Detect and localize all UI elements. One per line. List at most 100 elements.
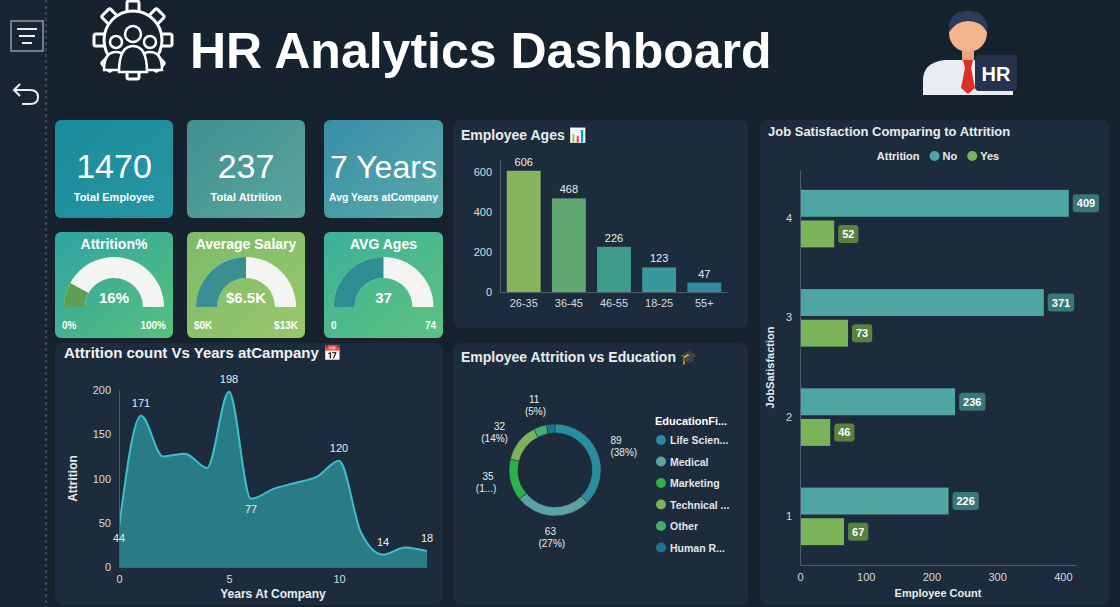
label-box <box>834 423 854 441</box>
header-icon <box>94 1 172 79</box>
tick: 400 <box>1054 565 1072 583</box>
gauge-track <box>64 257 164 307</box>
bar <box>800 220 834 247</box>
panel <box>453 343 748 605</box>
data-label: 67 <box>852 526 864 538</box>
tick-label: 150 <box>93 428 111 440</box>
tie <box>961 60 975 94</box>
tick: 200 <box>923 565 941 583</box>
slice <box>509 459 526 499</box>
label-box <box>838 225 858 243</box>
label-box <box>959 393 985 411</box>
gauge-title: Average Salary <box>196 236 297 252</box>
label-line: 32 <box>494 421 508 432</box>
data-label: 73 <box>856 327 868 339</box>
y-axis-title: Attrition <box>66 455 80 502</box>
gauge-card: Average Salary$6.5K$0K$13K <box>187 232 305 338</box>
filter-icon-line <box>17 28 37 30</box>
legend-swatch <box>656 500 666 510</box>
panel <box>55 343 443 605</box>
bar <box>642 267 676 292</box>
gauge-title: Attrition% <box>81 236 148 252</box>
bar <box>507 171 541 292</box>
gauge-title: AVG Ages <box>350 236 417 252</box>
gauge-min: $0K <box>194 320 213 331</box>
label-line: (14%) <box>481 433 508 444</box>
data-label: 371 <box>1052 297 1070 309</box>
axis: 26-3536-4546-5518-2555+ <box>501 293 729 309</box>
gauge-min: 0 <box>331 320 337 331</box>
data-label: 11 (5%) <box>525 394 546 417</box>
legend-swatch <box>967 151 977 161</box>
kpi-card-bg <box>55 120 173 218</box>
label-box <box>848 523 868 541</box>
label-line: (1...) <box>476 483 497 494</box>
chart-title: Attrition count Vs Years atCampany 📅 <box>64 344 342 361</box>
tick-label: 2 <box>786 411 792 423</box>
tick-label: 0 <box>116 573 122 585</box>
tick-label: 0 <box>105 561 111 573</box>
tick-label: 3 <box>786 311 792 323</box>
tick: 1 <box>786 510 792 522</box>
tick-label: 200 <box>923 571 941 583</box>
tick-label: 36-45 <box>555 297 583 309</box>
axis-line <box>500 161 501 293</box>
kpi-label: Avg Years atCompany <box>329 192 438 203</box>
data-label: 89 (38%) <box>610 435 637 458</box>
tick: 0 <box>797 565 803 583</box>
tick: 4 <box>786 212 792 224</box>
gauge-max: $13K <box>274 320 299 331</box>
bars <box>800 190 1069 545</box>
panel <box>453 120 748 328</box>
tick-label: 46-55 <box>600 297 628 309</box>
kpi-value: 1470 <box>76 147 152 185</box>
bar <box>800 518 844 545</box>
kpi-card: 237 Total Attrition <box>187 120 305 218</box>
kpi-label: Total Attrition <box>211 191 282 203</box>
legend-label: Other <box>670 520 698 532</box>
data-label: 77 <box>245 503 257 515</box>
slices <box>509 424 601 516</box>
background <box>0 0 1120 607</box>
person-body <box>119 46 147 72</box>
tick-label: 10 <box>333 573 345 585</box>
legend-swatch <box>656 435 666 445</box>
filter-icon-line <box>22 42 32 44</box>
tick: 55+ <box>695 297 714 309</box>
bar <box>800 488 949 515</box>
hr-icon: HR <box>923 11 1017 95</box>
data-label: 606 <box>515 156 533 168</box>
badge-text: HR <box>982 63 1011 85</box>
kpi-value: 237 <box>218 147 275 185</box>
data-label: 47 <box>698 268 710 280</box>
legend-label: Medical <box>670 456 709 468</box>
bar <box>687 283 721 292</box>
tick: 400 <box>474 206 500 218</box>
gauge-min: 0% <box>62 320 77 331</box>
bar <box>800 388 955 415</box>
kpi-card: 1470Total Employee <box>55 120 173 218</box>
data-label: 409 <box>1077 197 1095 209</box>
axis: 0510 <box>116 567 427 585</box>
kpi-card-bg <box>324 120 443 218</box>
gauge-value: 37 <box>375 289 392 306</box>
bar <box>800 289 1044 316</box>
gauge-card-bg <box>324 232 443 338</box>
axis-line <box>801 565 1077 566</box>
legend-swatch <box>930 151 940 161</box>
label-line: 11 <box>529 394 542 405</box>
slice <box>534 425 548 437</box>
axis: 0100200300400 <box>797 565 1076 583</box>
label-line: 63 <box>545 526 559 537</box>
label-line: (38%) <box>610 447 637 458</box>
legend-label: Yes <box>980 150 999 162</box>
tick: 200 <box>474 246 500 258</box>
bar <box>800 320 848 347</box>
sidebar-bg <box>0 0 46 607</box>
tick: 100 <box>93 473 119 485</box>
badge <box>975 55 1017 91</box>
data-label: 171 <box>132 397 150 409</box>
x-axis-title: Employee Count <box>895 587 982 599</box>
chart: Job Satisfaction Comparing to AttritionA… <box>764 124 1099 599</box>
slice <box>519 493 587 516</box>
